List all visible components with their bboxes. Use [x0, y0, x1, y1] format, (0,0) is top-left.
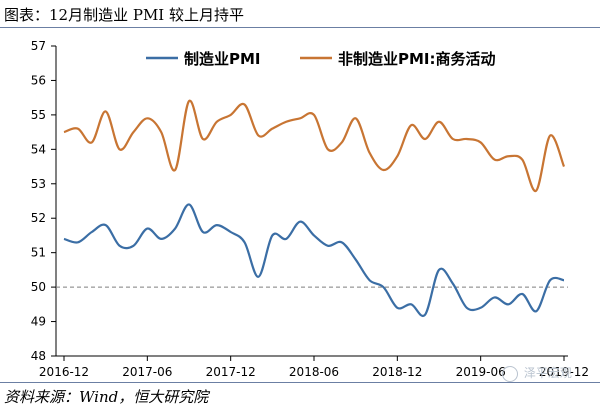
series-line-2	[63, 99, 566, 192]
y-tick-label: 53	[31, 177, 46, 191]
y-tick-label: 57	[31, 39, 46, 53]
x-tick-label: 2018-06	[289, 365, 339, 379]
y-tick-label: 56	[31, 73, 46, 87]
series-line-1	[63, 203, 565, 318]
y-tick-label: 52	[31, 211, 46, 225]
y-tick-label: 48	[31, 349, 46, 363]
wechat-icon	[502, 365, 518, 382]
watermark: 泽平宏观	[502, 364, 572, 382]
x-tick-label: 2016-12	[39, 365, 89, 379]
x-tick-label: 2019-12	[539, 365, 589, 379]
x-tick-label: 2017-12	[206, 365, 256, 379]
y-tick-label: 55	[31, 108, 46, 122]
pmi-line-chart: 48 49 50 51 52 53 54 55 56 57 2016-12 2017-06 2017-…	[31, 39, 589, 379]
legend-label-2: 非制造业PMI:商务活动	[338, 50, 496, 68]
source-note: 资料来源：Wind，恒大研究院	[4, 388, 209, 406]
y-tick-label: 50	[31, 280, 46, 294]
series-layer	[63, 99, 566, 318]
legend-label-1: 制造业PMI	[184, 50, 261, 68]
chart-title: 图表：12月制造业 PMI 较上月持平	[4, 6, 245, 24]
source-divider	[0, 382, 600, 383]
y-tick-label: 51	[31, 246, 46, 260]
legend: 制造业PMI 非制造业PMI:商务活动	[146, 50, 496, 68]
x-tick-label: 2018-12	[372, 365, 422, 379]
title-divider	[0, 27, 600, 28]
y-tick-label: 54	[31, 142, 46, 156]
x-tick-label: 2017-06	[122, 365, 172, 379]
y-tick-label: 49	[31, 315, 46, 329]
y-axis: 48 49 50 51 52 53 54 55 56 57	[31, 39, 57, 363]
watermark-text: 泽平宏观	[523, 366, 572, 380]
x-tick-label: 2019-06	[456, 365, 506, 379]
x-axis: 2016-12 2017-06 2017-12 2018-06 2018-12 2019-…	[39, 355, 589, 379]
